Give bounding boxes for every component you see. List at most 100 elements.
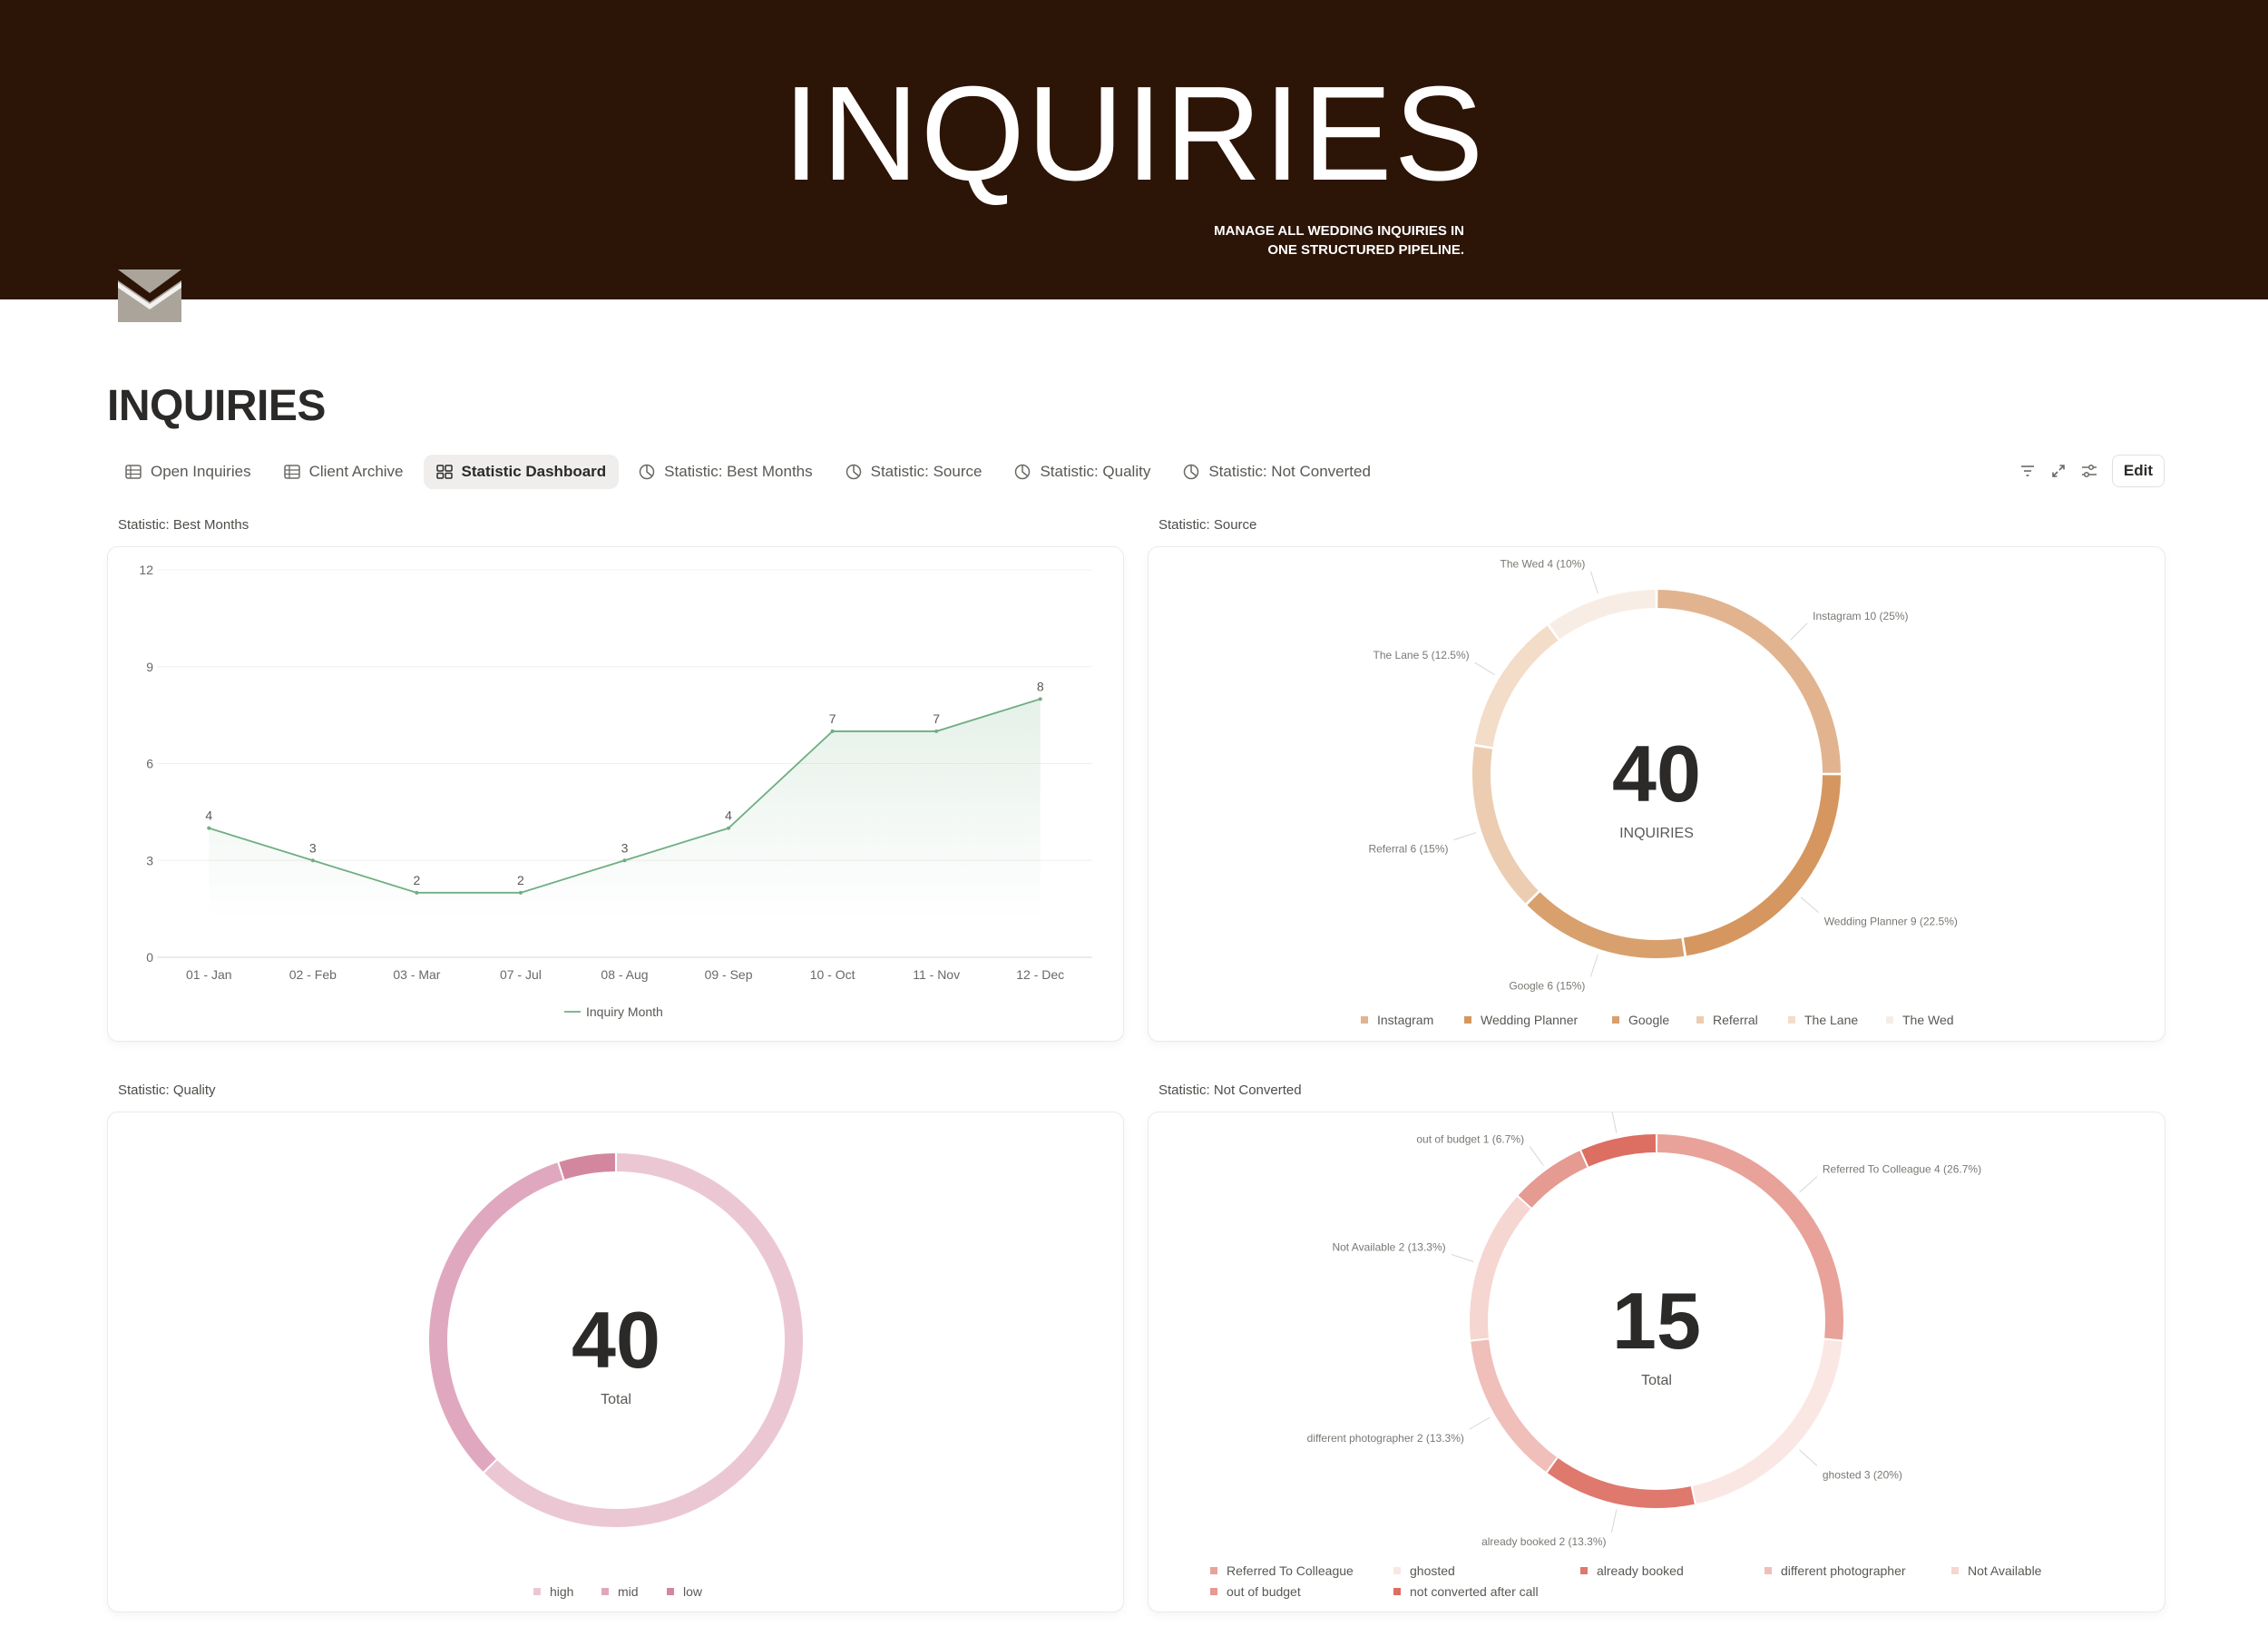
legend-swatch-not-converted-after-call [1393,1588,1401,1595]
callout-label: Referral 6 (15%) [1368,843,1448,856]
line-chart: 0 3 6 9 12 01 - Jan 4 02 - Feb 3 03 - Mar 2 07 - Ju… [139,563,1092,1019]
tab-statistic-best-months[interactable]: Statistic: Best Months [626,455,825,489]
x-tick-label: 09 - Sep [705,967,753,982]
source-donut-chart: Instagram 10 (25%) Wedding Planner 9 (22.… [1361,558,1958,1027]
filter-icon[interactable] [2012,455,2043,487]
callout-line [1800,896,1820,914]
legend-label-different-photographer: different photographer [1781,1563,1906,1578]
tab-statistic-not-converted[interactable]: Statistic: Not Converted [1170,455,1383,489]
tab-client-archive[interactable]: Client Archive [271,455,416,489]
tab-label: Statistic: Source [870,463,982,480]
cover-banner: INQUIRIES MANAGE ALL WEDDING INQUIRIES I… [0,0,2268,299]
tab-statistic-quality[interactable]: Statistic: Quality [1002,455,1163,489]
slice-low [559,1153,616,1180]
data-label: 2 [517,873,524,887]
y-tick-label: 9 [146,660,153,674]
legend-swatch-referred-to-colleague [1210,1567,1217,1574]
tab-statistic-dashboard[interactable]: Statistic Dashboard [423,455,620,489]
tab-label: Statistic Dashboard [461,463,607,480]
y-tick-label: 3 [146,853,153,867]
tab-open-inquiries[interactable]: Open Inquiries [112,455,264,489]
legend-swatch-google [1612,1016,1619,1024]
legend-label-instagram: Instagram [1377,1013,1433,1027]
legend-swatch-the-wed [1886,1016,1893,1024]
center-label: Total [601,1392,631,1407]
x-tick-label: 10 - Oct [810,967,855,982]
banner-title: INQUIRIES [782,59,1486,209]
expand-icon[interactable] [2043,455,2074,487]
chart-icon [1015,464,1031,480]
card-title-not-converted: Statistic: Not Converted [1158,1083,1302,1098]
legend-swatch-instagram [1361,1016,1368,1024]
data-point [310,858,315,863]
slice-mid [429,1162,563,1472]
callout-line [1611,1112,1618,1133]
legend-label-referral: Referral [1713,1013,1758,1027]
callout-line [1589,571,1598,594]
tab-label: Statistic: Best Months [664,463,813,480]
source-chart-card[interactable]: Instagram 10 (25%) Wedding Planner 9 (22.… [1148,546,2165,1042]
y-tick-label: 0 [146,950,153,965]
edit-button[interactable]: Edit [2111,455,2165,487]
page-title: INQUIRIES [107,382,326,430]
legend-label-low: low [683,1584,703,1599]
view-toolbar: Edit [2012,455,2165,487]
card-title-source: Statistic: Source [1158,517,1257,533]
not-converted-chart-card[interactable]: Referred To Colleague 4 (26.7%) ghosted 3… [1148,1112,2165,1612]
not-converted-donut-chart: Referred To Colleague 4 (26.7%) ghosted 3… [1210,1112,2042,1599]
data-label: 3 [309,840,317,855]
data-label: 7 [829,711,836,726]
data-point [830,729,835,733]
banner-subtitle: MANAGE ALL WEDDING INQUIRIES IN ONE STRU… [1101,221,1464,260]
legend-swatch-wedding-planner [1464,1016,1471,1024]
callout-line [1790,622,1808,641]
tab-label: Statistic: Not Converted [1208,463,1371,480]
center-label: Total [1641,1373,1672,1388]
data-label: 4 [725,808,732,823]
card-title-quality: Statistic: Quality [118,1083,216,1098]
quality-chart-card[interactable]: 40 Total high mid low [107,1112,1124,1612]
callout-label: Not Available 2 (13.3%) [1332,1240,1445,1253]
envelope-icon[interactable] [118,269,181,322]
center-value: 40 [572,1295,660,1385]
best-months-chart-card[interactable]: 0 3 6 9 12 01 - Jan 4 02 - Feb 3 03 - Mar 2 07 - Ju… [107,546,1124,1042]
callout-label: The Lane 5 (12.5%) [1374,649,1470,661]
legend-label-high: high [550,1584,573,1599]
callout-label: Wedding Planner 9 (22.5%) [1824,916,1958,928]
slice-already-booked [1547,1458,1695,1508]
table-icon [125,465,142,479]
callout-line [1529,1146,1544,1166]
slice-different-photographer [1471,1339,1557,1473]
x-tick-label: 12 - Dec [1016,967,1064,982]
slice-referred-to-colleague [1657,1134,1843,1340]
y-tick-label: 6 [146,757,153,771]
center-value: 15 [1612,1276,1701,1366]
x-tick-label: 08 - Aug [601,967,648,982]
legend-swatch-out-of-budget [1210,1588,1217,1595]
legend-label-the-lane: The Lane [1804,1013,1858,1027]
legend-label-the-wed: The Wed [1902,1013,1954,1027]
view-tabs: Open Inquiries Client Archive Statistic … [112,454,1391,490]
chart-icon [846,464,861,480]
center-value: 40 [1612,729,1701,818]
settings-sliders-icon[interactable] [2074,455,2105,487]
tab-label: Statistic: Quality [1040,463,1151,480]
tab-label: Open Inquiries [151,463,251,480]
legend-label-already-booked: already booked [1597,1563,1684,1578]
legend-swatch-mid [601,1588,609,1595]
callout-line [1611,1509,1618,1533]
slice-ghosted [1692,1339,1843,1504]
slice-wedding-planner [1683,775,1841,956]
callout-label: ghosted 3 (20%) [1823,1468,1902,1481]
tab-statistic-source[interactable]: Statistic: Source [833,455,995,489]
legend-label: Inquiry Month [586,1004,663,1019]
slice-referral [1472,746,1539,904]
data-point [415,890,419,895]
legend-label-mid: mid [618,1584,639,1599]
legend-label-referred-to-colleague: Referred To Colleague [1227,1563,1354,1578]
series-area [209,699,1041,921]
y-tick-label: 12 [139,563,153,577]
banner-subtitle-line: ONE STRUCTURED PIPELINE. [1267,242,1464,258]
legend-label-google: Google [1628,1013,1669,1027]
legend-swatch-the-lane [1788,1016,1795,1024]
